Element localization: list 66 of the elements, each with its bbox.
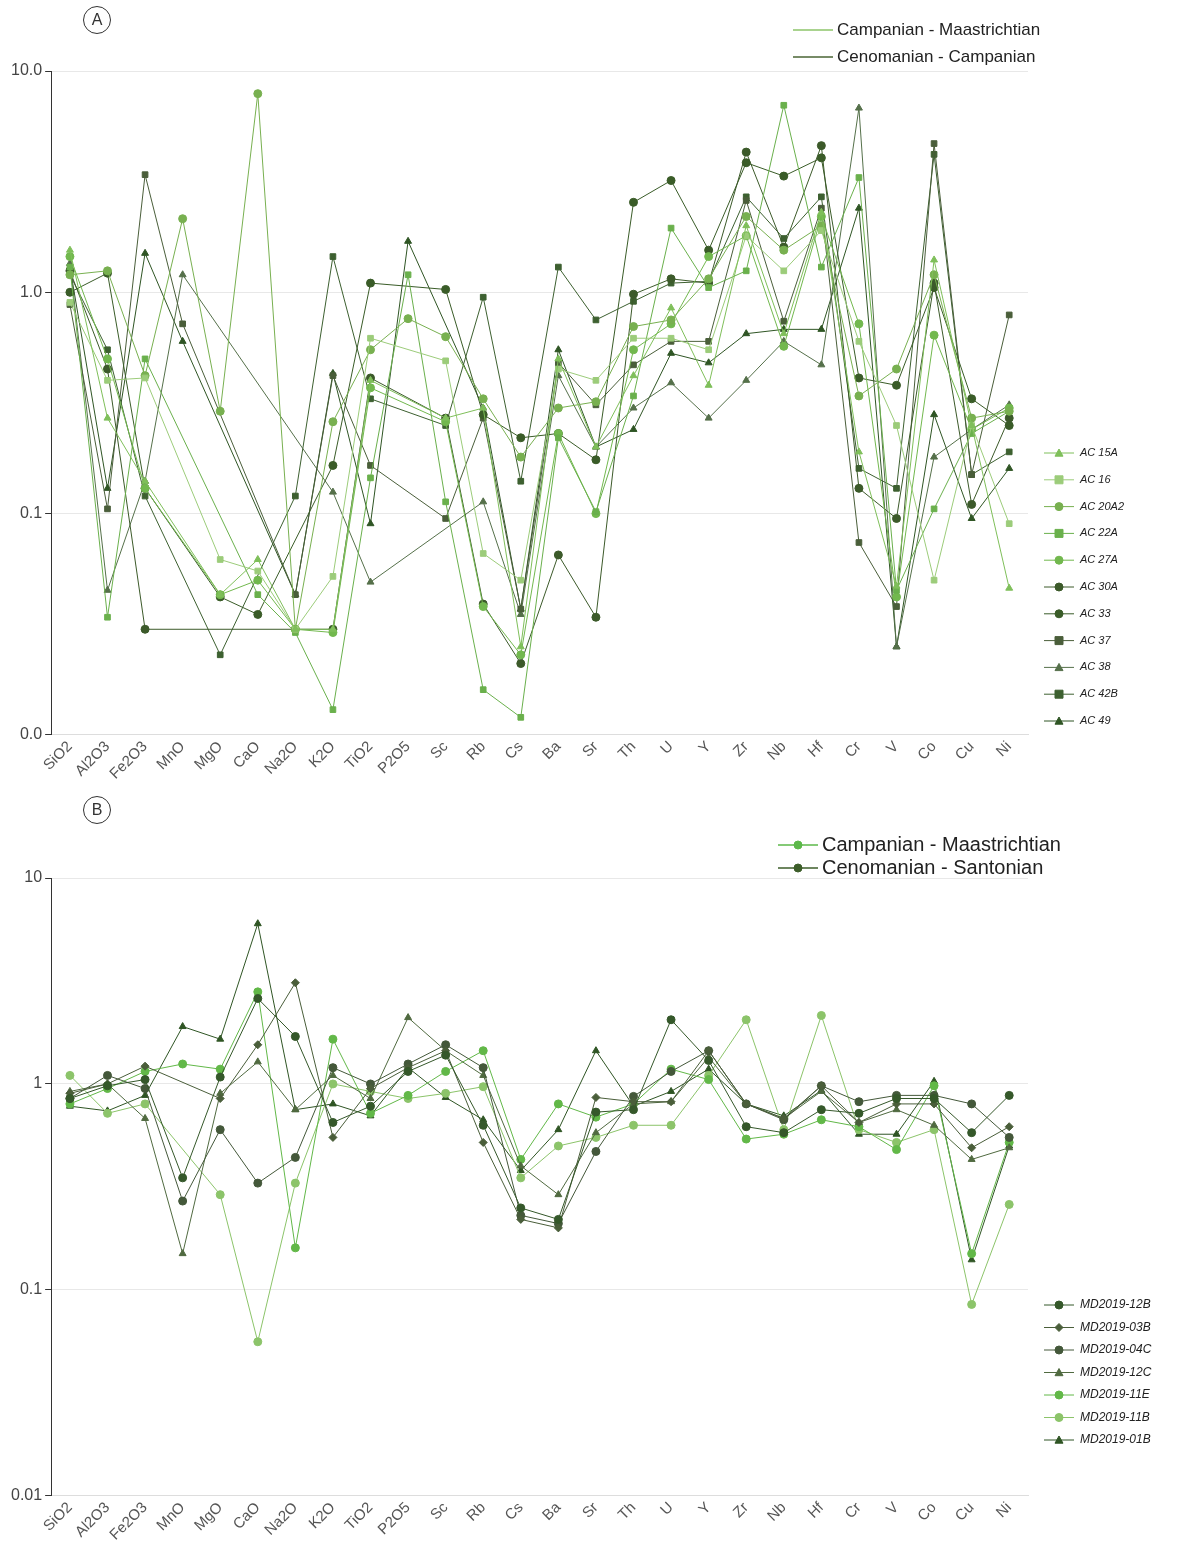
legend-label: Campanian - Maastrichtian: [822, 832, 1061, 855]
x-tick-label: V: [882, 1498, 902, 1518]
x-tick-label: CaO: [229, 737, 263, 772]
legend-label: AC 37: [1079, 633, 1112, 646]
x-tick-label: CaO: [229, 1498, 263, 1533]
x-tick-label: Ba: [538, 736, 564, 763]
legend-label: MD2019-04C: [1080, 1342, 1152, 1357]
legend-label: Cenomanian - Campanian: [837, 46, 1036, 66]
chart-title: A: [83, 6, 111, 34]
x-tick-label: V: [882, 737, 902, 757]
x-tick-label: Cs: [500, 1498, 526, 1524]
x-tick-label: Sc: [426, 1497, 452, 1523]
legend-label: MD2019-11B: [1080, 1409, 1150, 1424]
legend-label: AC 30A: [1079, 580, 1118, 593]
y-tick-label: 10.0: [11, 61, 43, 79]
legend-label: AC 27A: [1079, 553, 1118, 566]
x-tick-label: Ni: [992, 1498, 1015, 1521]
y-tick-label: 10: [24, 868, 43, 886]
y-tick-label: 1: [33, 1074, 43, 1092]
x-tick-label: Ni: [992, 737, 1015, 760]
y-tick-label: 0.0: [19, 725, 43, 743]
x-tick-label: Cs: [500, 737, 526, 763]
x-tick-label: Nb: [763, 1498, 789, 1524]
y-tick-label: 1.0: [19, 282, 43, 300]
x-tick-label: Co: [913, 1498, 940, 1524]
x-tick-label: Rb: [462, 1498, 489, 1524]
y-tick-label: 0.01: [11, 1486, 43, 1504]
x-tick-label: U: [656, 1498, 677, 1518]
x-tick-label: Y: [694, 737, 714, 757]
x-tick-label: Zr: [729, 1498, 752, 1521]
x-tick-label: Sr: [578, 1498, 601, 1521]
x-tick-label: Cr: [840, 1498, 864, 1522]
x-tick-label: U: [656, 737, 677, 757]
legend-label: AC 16: [1079, 472, 1112, 485]
legend-label: AC 42B: [1079, 687, 1118, 700]
x-tick-label: Zr: [729, 737, 752, 760]
x-tick-label: Cu: [951, 1498, 977, 1524]
x-tick-label: Ba: [538, 1497, 564, 1524]
legend-label: AC 38: [1079, 660, 1112, 673]
chart-title: B: [83, 796, 111, 824]
legend-label: AC 49: [1079, 714, 1111, 727]
legend-label: MD2019-12C: [1080, 1364, 1152, 1379]
legend-label: AC 33: [1079, 606, 1112, 619]
legend-label: Campanian - Maastrichtian: [837, 19, 1041, 39]
x-tick-label: Sc: [426, 736, 452, 762]
x-tick-label: Co: [913, 737, 940, 763]
legend-label: MD2019-01B: [1080, 1432, 1151, 1447]
legend-label: AC 22A: [1079, 526, 1118, 539]
legend-label: Cenomanian - Santonian: [822, 855, 1044, 878]
x-tick-label: Y: [694, 1498, 714, 1518]
x-tick-label: Th: [614, 737, 639, 762]
legend-label: MD2019-12B: [1080, 1297, 1151, 1312]
x-tick-label: Nb: [763, 737, 789, 763]
y-tick-label: 0.1: [19, 1280, 43, 1298]
legend-label: MD2019-03B: [1080, 1319, 1151, 1334]
y-tick-label: 0.1: [19, 503, 43, 521]
legend-label: MD2019-11E: [1080, 1387, 1151, 1402]
x-tick-label: Cr: [840, 737, 864, 761]
x-tick-label: Rb: [462, 737, 489, 763]
x-tick-label: Th: [614, 1498, 639, 1523]
legend-label: AC 15A: [1079, 446, 1118, 459]
x-tick-label: Sr: [578, 737, 601, 760]
x-tick-label: Hf: [803, 736, 827, 760]
legend-label: AC 20A2: [1079, 499, 1125, 512]
x-tick-label: Hf: [803, 1497, 827, 1521]
x-tick-label: Cu: [951, 737, 977, 763]
